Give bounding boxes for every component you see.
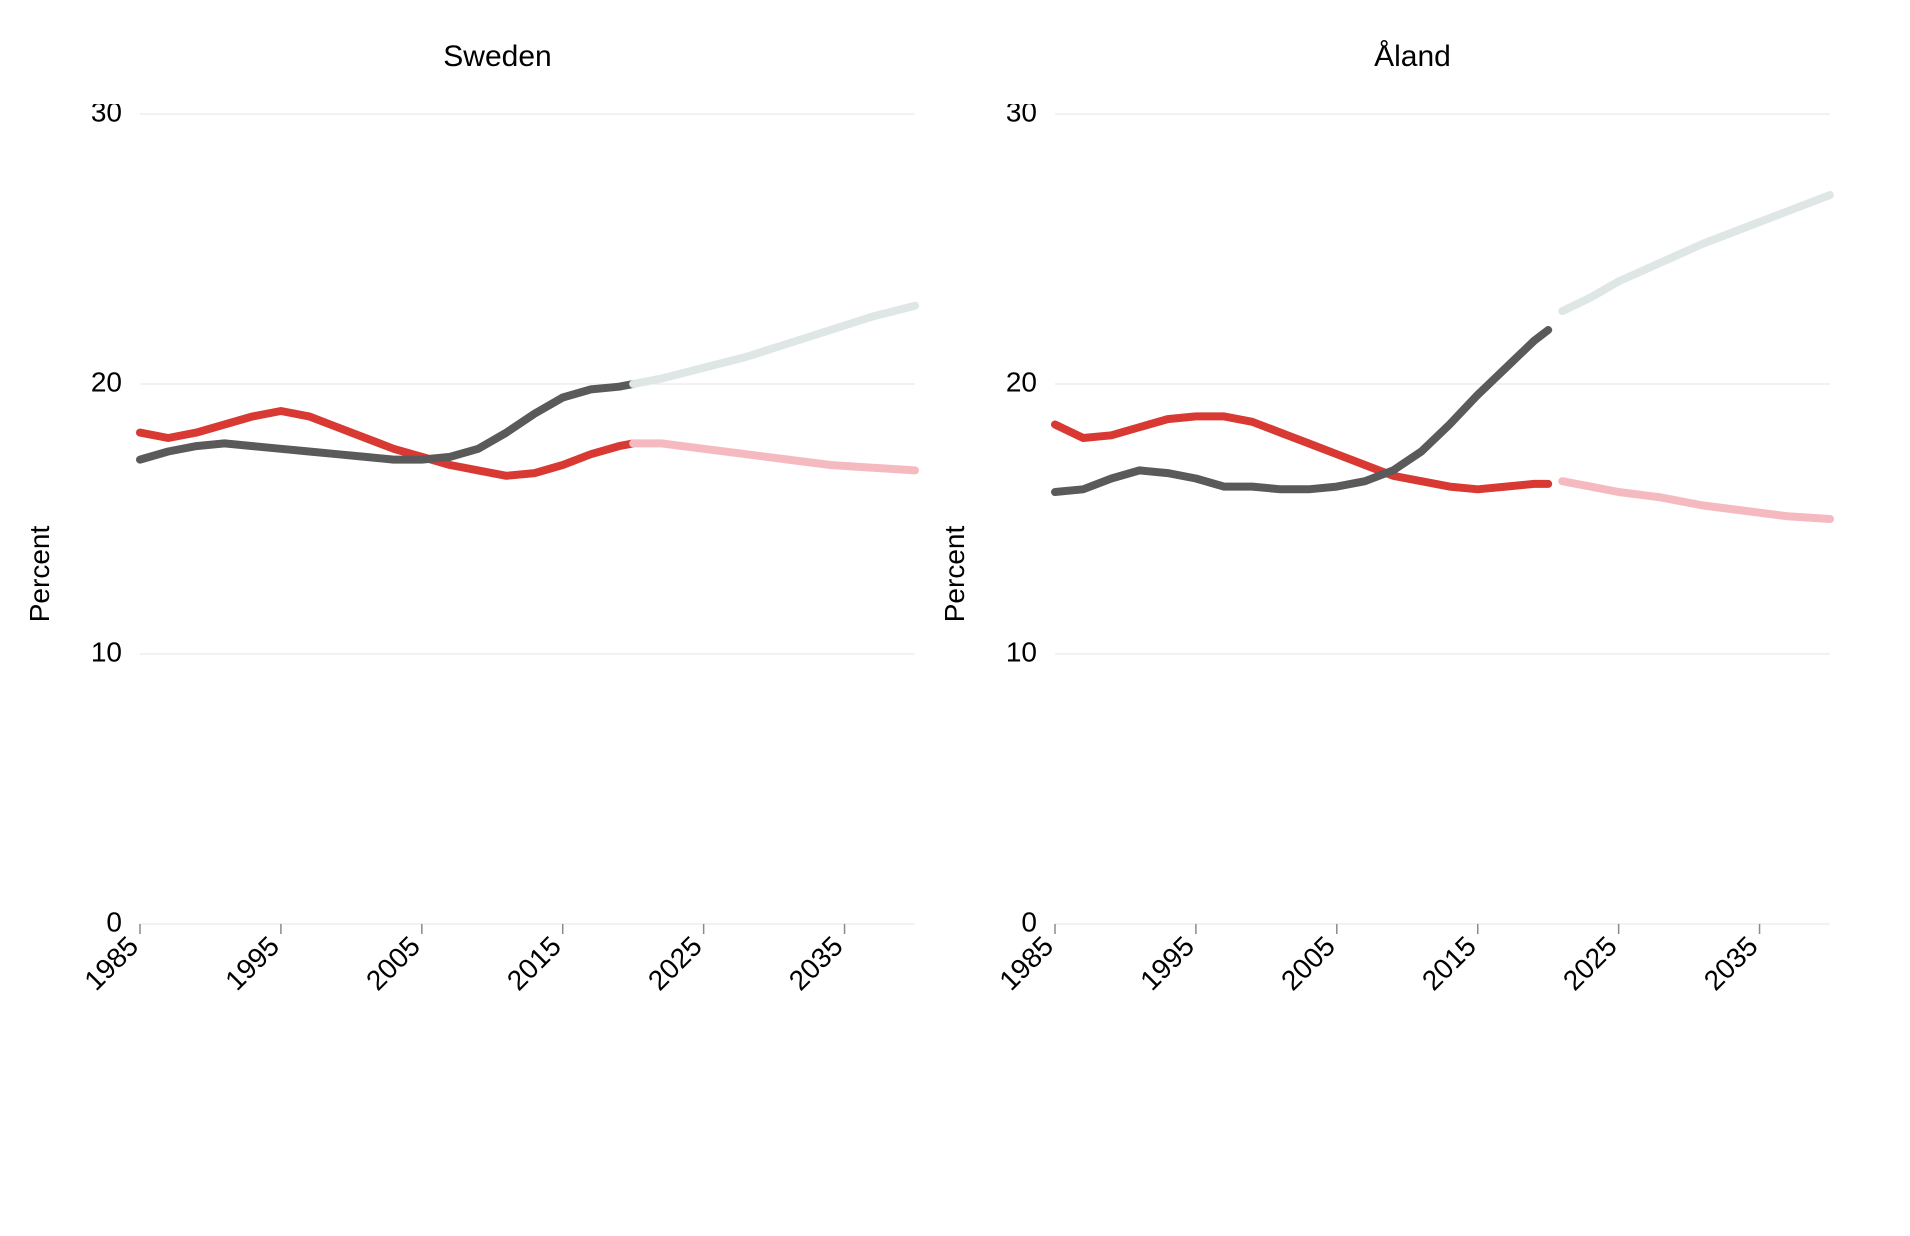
- svg-text:20: 20: [91, 366, 122, 397]
- svg-text:2035: 2035: [783, 930, 849, 996]
- svg-text:2035: 2035: [1698, 930, 1764, 996]
- panel-sweden: Sweden Percent 0102030198519952005201520…: [60, 40, 935, 1196]
- svg-text:1995: 1995: [1134, 930, 1200, 996]
- svg-text:2005: 2005: [360, 930, 426, 996]
- svg-text:2025: 2025: [642, 930, 708, 996]
- svg-text:30: 30: [1006, 104, 1037, 127]
- chart-svg-sweden: 0102030198519952005201520252035: [60, 104, 935, 1044]
- panel-title-aland: Åland: [975, 40, 1850, 74]
- svg-text:1995: 1995: [219, 930, 285, 996]
- svg-text:10: 10: [1006, 636, 1037, 667]
- series-series_b_projected: [633, 306, 915, 384]
- svg-text:1985: 1985: [78, 930, 144, 996]
- y-axis-label-sweden: Percent: [24, 526, 56, 623]
- svg-text:10: 10: [91, 636, 122, 667]
- chart-container: Sweden Percent 0102030198519952005201520…: [0, 0, 1910, 1236]
- svg-text:2015: 2015: [501, 930, 567, 996]
- svg-text:20: 20: [1006, 366, 1037, 397]
- series-series_a_historic: [1055, 416, 1548, 489]
- series-series_b_projected: [1562, 195, 1830, 311]
- y-axis-label-aland: Percent: [939, 526, 971, 623]
- series-series_a_projected: [633, 443, 915, 470]
- svg-text:1985: 1985: [993, 930, 1059, 996]
- chart-svg-aland: 0102030198519952005201520252035: [975, 104, 1850, 1044]
- panel-title-sweden: Sweden: [60, 40, 935, 74]
- svg-text:2005: 2005: [1275, 930, 1341, 996]
- plot-area-aland: Percent 0102030198519952005201520252035: [975, 104, 1850, 1044]
- svg-text:2025: 2025: [1557, 930, 1623, 996]
- svg-text:2015: 2015: [1416, 930, 1482, 996]
- panel-aland: Åland Percent 01020301985199520052015202…: [975, 40, 1850, 1196]
- series-series_a_projected: [1562, 481, 1830, 519]
- plot-area-sweden: Percent 0102030198519952005201520252035: [60, 104, 935, 1044]
- svg-text:30: 30: [91, 104, 122, 127]
- series-series_b_historic: [1055, 330, 1548, 492]
